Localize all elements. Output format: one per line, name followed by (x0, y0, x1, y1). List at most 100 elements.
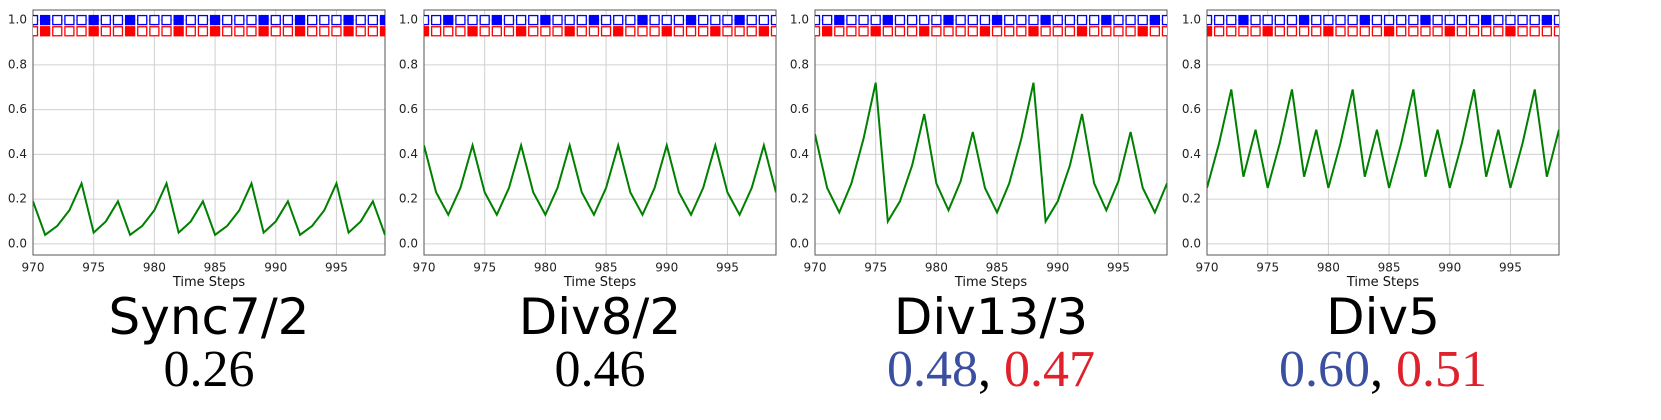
spike-marker (919, 26, 930, 37)
score: 0.47 (1004, 341, 1095, 398)
spike-marker (52, 26, 63, 37)
spike-marker (88, 14, 99, 26)
spike-marker (234, 26, 245, 37)
spike-marker (209, 14, 221, 26)
spike-marker (1359, 14, 1370, 26)
spike-marker (955, 14, 966, 26)
spike-marker (1311, 26, 1322, 37)
spike-marker (209, 26, 221, 37)
x-tick-label: 985 (204, 261, 227, 275)
y-tick-label: 0.6 (8, 102, 27, 116)
plot-frame (1206, 9, 1560, 256)
spike-marker (710, 26, 721, 37)
spike-marker (637, 14, 648, 26)
spike-marker (588, 14, 600, 26)
spike-marker (600, 14, 612, 26)
spike-marker (625, 26, 636, 37)
spike-marker (197, 14, 209, 26)
spike-marker (1089, 14, 1100, 26)
y-tick-label: 1.0 (790, 13, 809, 27)
spike-marker (331, 26, 342, 37)
spike-marker (821, 14, 833, 26)
spike-marker (613, 14, 624, 26)
spike-marker (625, 14, 636, 26)
spike-marker (1420, 14, 1431, 26)
spike-marker (722, 26, 733, 37)
x-tick-label: 995 (1107, 261, 1130, 275)
spike-marker (1335, 14, 1346, 26)
y-tick-label: 0.8 (8, 57, 27, 71)
spike-marker (491, 26, 502, 37)
y-tick-label: 0.0 (399, 236, 418, 250)
spike-marker (1262, 14, 1273, 26)
spike-marker (1456, 26, 1468, 37)
spike-marker (1052, 26, 1063, 37)
spike-marker (443, 26, 454, 37)
spike-marker (1238, 26, 1249, 37)
spike-marker (1213, 26, 1225, 37)
panel-title: Sync7/2 (109, 288, 310, 346)
y-tick-label: 0.4 (8, 147, 27, 161)
spike-marker (112, 14, 124, 26)
spike-marker (882, 26, 893, 37)
spike-marker (967, 26, 978, 37)
spike-marker (906, 26, 918, 37)
spike-marker (943, 14, 954, 26)
spike-marker (479, 14, 490, 26)
spike-marker (430, 26, 442, 37)
spike-marker (1064, 26, 1076, 37)
spike-marker (1468, 14, 1480, 26)
spike-marker (515, 14, 527, 26)
spike-marker (1505, 14, 1516, 26)
spike-marker (424, 26, 430, 37)
plot-frame (423, 9, 777, 256)
spike-marker (1468, 26, 1480, 37)
spike-marker (1149, 14, 1161, 26)
spike-marker (870, 14, 881, 26)
spike-marker (1359, 26, 1370, 37)
spike-marker (430, 14, 442, 26)
y-tick-label: 0.2 (1182, 192, 1201, 206)
spike-marker (1311, 14, 1322, 26)
spike-marker (1481, 26, 1492, 37)
spike-marker (1347, 14, 1358, 26)
y-tick-label: 0.4 (1182, 147, 1201, 161)
spike-marker (258, 26, 269, 37)
spike-marker (173, 26, 184, 37)
spike-marker (846, 14, 857, 26)
spike-marker (1541, 14, 1553, 26)
x-tick-label: 990 (264, 261, 287, 275)
spike-marker (1432, 26, 1443, 37)
x-tick-label: 970 (1196, 261, 1219, 275)
y-tick-label: 0.6 (399, 102, 418, 116)
spike-marker (600, 26, 612, 37)
y-tick-label: 0.6 (1182, 102, 1201, 116)
spike-marker (698, 14, 709, 26)
spike-marker (1529, 26, 1540, 37)
spike-marker (661, 14, 672, 26)
score-separator: , (1370, 341, 1383, 398)
spike-marker (270, 14, 281, 26)
spike-marker (124, 14, 136, 26)
spike-marker (710, 14, 721, 26)
y-tick-label: 0.2 (399, 192, 418, 206)
spike-marker (161, 14, 172, 26)
spike-marker (894, 14, 906, 26)
x-tick-label: 975 (1256, 261, 1279, 275)
x-tick-label: 970 (413, 261, 436, 275)
spike-marker (467, 14, 478, 26)
spike-marker (649, 26, 660, 37)
spike-marker (149, 14, 160, 26)
plot-area (33, 14, 385, 237)
spike-marker (931, 26, 942, 37)
spike-marker (1028, 26, 1039, 37)
x-tick-label: 985 (1378, 261, 1401, 275)
spike-marker (1505, 26, 1516, 37)
spike-marker (734, 14, 745, 26)
spike-marker (1298, 14, 1310, 26)
spike-marker (1432, 14, 1443, 26)
spike-marker (1493, 14, 1504, 26)
spike-marker (1040, 26, 1051, 37)
spike-marker (331, 14, 342, 26)
y-tick-label: 0.4 (399, 147, 418, 161)
